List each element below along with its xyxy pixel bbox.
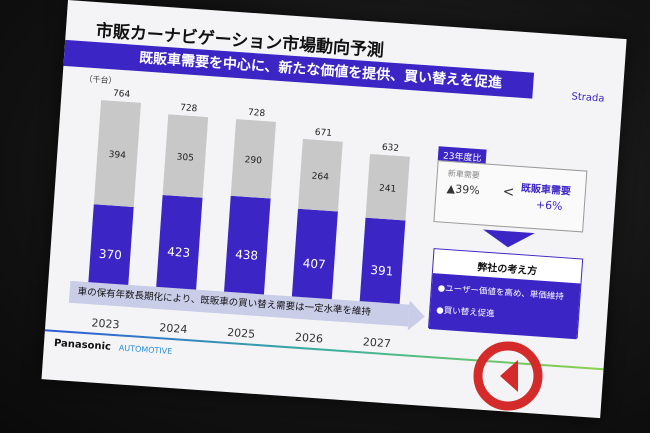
bar-2023-series-1 <box>86 204 134 305</box>
stacked-bar-chart: 370 394 764 2023 423 305 728 2024 438 290 728 2025 4… <box>86 89 410 350</box>
policy-item-1: ●ユーザー価値を高め、単価維持 <box>437 283 565 303</box>
used-car-value: +6% <box>535 198 563 213</box>
watermark-logo <box>473 341 543 411</box>
data-label-2026-series-1: 407 <box>302 256 326 272</box>
data-label-2025-series-1: 438 <box>235 247 259 263</box>
data-label-2023-series-1: 370 <box>98 247 122 263</box>
policy-item-2: ●買い替え促進 <box>435 305 495 320</box>
bar-2025-series-1 <box>222 195 271 315</box>
data-label-2023-series-2: 394 <box>108 150 126 161</box>
panasonic-logo: Panasonic <box>53 337 112 353</box>
bar-2024-series-2 <box>162 114 209 198</box>
down-arrow-icon <box>481 229 535 250</box>
comparison-box: 新車需要 ▲39% < 既販車需要 +6% <box>433 160 588 233</box>
bar-2026-series-2 <box>298 138 343 212</box>
less-than-sign: < <box>502 183 515 201</box>
total-label-2027: 632 <box>382 143 400 154</box>
x-tick-2025: 2025 <box>227 326 256 341</box>
strada-logo: Strada <box>571 91 605 105</box>
data-label-2024-series-1: 423 <box>167 245 191 261</box>
presentation-slide: 市販カーナビゲーション市場動向予測 既販車需要を中心に、新たな価値を提供、買い替… <box>41 0 627 419</box>
total-label-2023: 764 <box>113 89 131 100</box>
new-car-label: 新車需要 <box>447 168 481 181</box>
data-label-2026-series-2: 264 <box>311 172 329 183</box>
x-tick-2027: 2027 <box>362 335 391 350</box>
x-tick-2024: 2024 <box>159 321 188 336</box>
data-label-2025-series-2: 290 <box>244 155 262 166</box>
x-tick-2026: 2026 <box>295 331 324 346</box>
bar-2027-series-1 <box>358 217 406 324</box>
watermark-ring-icon <box>473 341 543 411</box>
bar-2026-series-1 <box>290 208 338 320</box>
data-label-2027-series-2: 241 <box>379 184 397 195</box>
bar-2024-series-1 <box>154 194 203 310</box>
total-label-2024: 728 <box>180 103 198 114</box>
total-label-2026: 671 <box>314 128 332 139</box>
watermark-arrow-icon <box>500 360 518 392</box>
bar-2025-series-2 <box>230 119 277 199</box>
x-tick-2023: 2023 <box>91 316 120 331</box>
bar-2023-series-2 <box>93 100 142 208</box>
data-label-2027-series-1: 391 <box>370 263 394 279</box>
total-label-2025: 728 <box>248 108 266 119</box>
automotive-label: AUTOMOTIVE <box>118 343 173 357</box>
new-car-value: ▲39% <box>446 181 481 198</box>
policy-box: 弊社の考え方 ●ユーザー価値を高め、単価維持 ●買い替え促進 <box>428 248 584 340</box>
used-car-label: 既販車需要 <box>520 183 572 198</box>
data-label-2024-series-2: 305 <box>176 152 194 163</box>
bar-2027-series-2 <box>365 153 410 221</box>
